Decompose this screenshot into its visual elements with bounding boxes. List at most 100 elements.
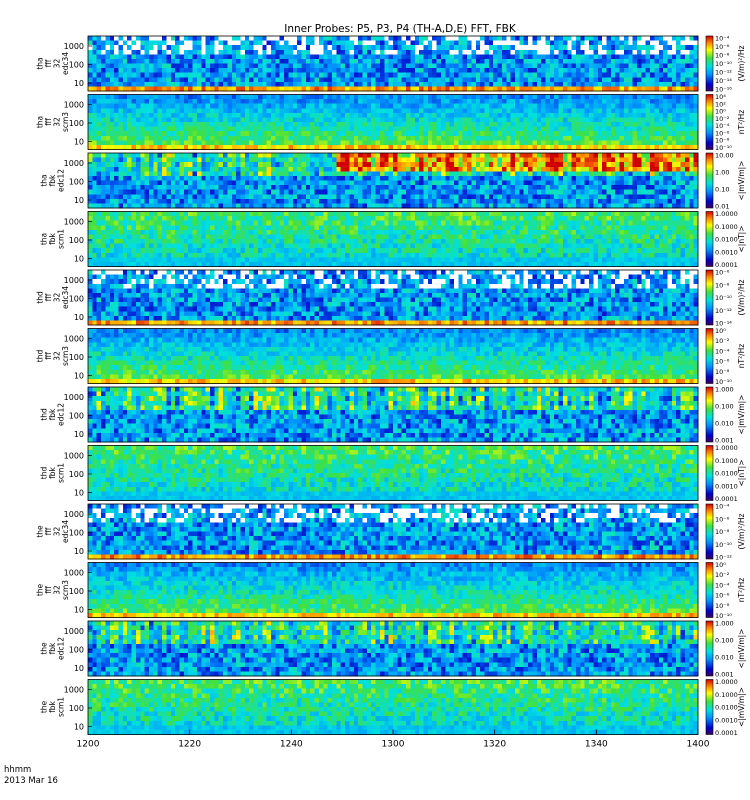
colorbar-tick-label: 10⁻² xyxy=(715,337,730,345)
panel-label: the fbk scm1 xyxy=(40,697,66,717)
spectrogram-cells xyxy=(88,94,699,150)
y-tick-label: 10 xyxy=(74,489,84,498)
colorbar-tick-label: 10⁻⁴ xyxy=(715,35,730,43)
y-tick-label: 10 xyxy=(74,138,84,147)
colorbar-tick-label: 10⁻⁴ xyxy=(715,122,730,130)
colorbar-unit: <|mV/m|> xyxy=(737,395,746,435)
y-tick-label: 1000 xyxy=(64,510,84,519)
colorbar-tick-label: 10⁻⁸ xyxy=(715,368,730,376)
panel-frame xyxy=(87,269,699,326)
y-tick-label: 1000 xyxy=(64,276,84,285)
spectrogram-cells xyxy=(88,504,699,560)
colorbar-tick-label: 10⁻¹² xyxy=(715,554,732,562)
panel-label-line: fbk xyxy=(48,174,57,186)
colorbar xyxy=(705,386,714,443)
panel-the-fbk_b: 1000 100 10 the fbk scm1 1.0000 0.1000 0.0100 0.0… xyxy=(40,678,747,737)
panel-frame xyxy=(87,620,699,677)
panel-label-line: fbk xyxy=(48,466,57,478)
colorbar-tick-label: 10⁰ xyxy=(715,327,726,335)
colorbar-tick-label: 10⁻⁶ xyxy=(715,358,730,366)
y-tick-label: 1000 xyxy=(64,686,84,695)
colorbar-tick-label: 10⁻⁴ xyxy=(715,581,730,589)
panel-label-line: the xyxy=(35,525,44,538)
panel-label-line: thd xyxy=(40,408,49,421)
panel-label: thd fbk scm1 xyxy=(40,463,66,483)
colorbar-tick-label: 0.0001 xyxy=(715,729,738,737)
panel-label-line: edc12 xyxy=(57,637,66,660)
y-tick-label: 100 xyxy=(69,353,84,362)
panel-frame xyxy=(87,94,699,150)
panel-label-line: fff xyxy=(44,293,53,301)
colorbar-tick-label: 0.0010 xyxy=(715,716,738,724)
y-tick-label: 100 xyxy=(69,529,84,538)
panel-label-line: tha xyxy=(40,174,49,186)
colorbar-tick-label: 10⁻¹⁶ xyxy=(715,86,732,94)
panel-the-fbk_e: 1000 100 10 the fbk edc12 1.000 0.100 0.010 0.001… xyxy=(40,620,747,679)
panel-label-line: the xyxy=(35,583,44,596)
colorbar xyxy=(705,328,714,384)
panel-label-line: scm3 xyxy=(61,346,70,366)
colorbar-unit: <|nT|> xyxy=(737,226,746,253)
y-tick-label: 1000 xyxy=(64,42,84,51)
spectrogram-cells xyxy=(88,153,699,209)
colorbar xyxy=(705,152,714,209)
colorbar-tick-label: 10⁻⁶ xyxy=(715,269,730,277)
panel-frame xyxy=(87,152,699,209)
panel-label-line: 32 xyxy=(52,351,61,361)
colorbar-tick-label: 1.000 xyxy=(715,620,734,628)
colorbar-unit: (V/m)²/Hz xyxy=(737,45,746,81)
colorbar xyxy=(705,620,714,677)
panel-label: thd fff 32 scm3 xyxy=(35,346,70,366)
colorbar xyxy=(705,679,714,735)
colorbar-tick-label: 10⁻¹⁰ xyxy=(715,378,732,386)
y-tick-label: 100 xyxy=(69,646,84,655)
colorbar-tick-label: 10⁰ xyxy=(715,108,726,116)
x-tick-label: 1400 xyxy=(687,740,710,750)
spectrogram-cells xyxy=(88,621,699,677)
colorbar-tick-label: 1.0000 xyxy=(715,210,738,218)
panel-thd-fbk_e: 1000 100 10 thd fbk edc12 1.000 0.100 0.010 0.001… xyxy=(40,386,747,445)
colorbar-tick-label: 10⁻⁶ xyxy=(715,592,730,600)
figure-title: Inner Probes: P5, P3, P4 (TH-A,D,E) FFT,… xyxy=(284,23,517,35)
panel-label-line: tha xyxy=(35,116,44,128)
colorbar-tick-label: 10⁻⁸ xyxy=(715,528,730,536)
panel-thd-fff_e: 1000 100 10 thd fff 32 edc34 10⁻⁶ 10⁻⁸ 10⁻¹⁰ 10⁻¹²… xyxy=(35,269,746,328)
y-tick-label: 100 xyxy=(69,119,84,128)
panel-label-line: tha xyxy=(35,57,44,69)
panel-label-line: fff xyxy=(44,118,53,126)
colorbar-tick-label: 10⁻¹⁰ xyxy=(715,612,732,620)
spectrogram-cells xyxy=(88,679,699,735)
colorbar-tick-label: 0.1000 xyxy=(715,457,738,465)
colorbar-tick-label: 0.0100 xyxy=(715,236,738,244)
colorbar-tick-label: 10⁻¹⁰ xyxy=(715,294,732,302)
colorbar-tick-label: 0.01 xyxy=(715,203,729,211)
colorbar-tick-label: 0.100 xyxy=(715,637,734,645)
y-tick-label: 10 xyxy=(74,547,84,556)
colorbar-unit: (V/m)²/Hz xyxy=(737,513,746,549)
colorbar-tick-label: 10⁰ xyxy=(715,561,726,569)
colorbar-tick-label: 0.010 xyxy=(715,654,734,662)
panel-label-line: 32 xyxy=(52,59,61,69)
y-tick-label: 100 xyxy=(69,61,84,70)
x-tick-label: 1220 xyxy=(178,740,201,750)
colorbar-tick-label: 10⁴ xyxy=(715,93,726,101)
panel-label-line: fff xyxy=(44,527,53,535)
panel-label-line: scm1 xyxy=(57,229,66,249)
panel-label-line: scm3 xyxy=(61,580,70,600)
colorbar-tick-label: 0.100 xyxy=(715,403,734,411)
panel-label-line: fbk xyxy=(48,700,57,712)
y-tick-label: 10 xyxy=(74,723,84,732)
y-tick-label: 1000 xyxy=(64,569,84,578)
colorbar-unit: <|mV/m|> xyxy=(737,161,746,201)
y-tick-label: 1000 xyxy=(64,627,84,636)
panel-label-line: fff xyxy=(44,352,53,360)
panel-frame xyxy=(87,35,699,92)
colorbar-tick-label: 1.0000 xyxy=(715,678,738,686)
panel-label-line: edc34 xyxy=(61,52,70,75)
colorbar xyxy=(705,94,714,150)
panel-frame xyxy=(87,562,699,618)
colorbar-unit: nT²/Hz xyxy=(737,110,746,135)
y-tick-label: 100 xyxy=(69,587,84,596)
colorbar-tick-label: 0.010 xyxy=(715,420,734,428)
